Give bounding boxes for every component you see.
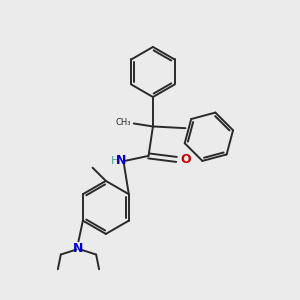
Text: CH₃: CH₃ — [116, 118, 131, 127]
Text: N: N — [116, 154, 127, 167]
Text: H: H — [111, 156, 119, 166]
Text: N: N — [73, 242, 84, 255]
Text: O: O — [180, 153, 191, 166]
